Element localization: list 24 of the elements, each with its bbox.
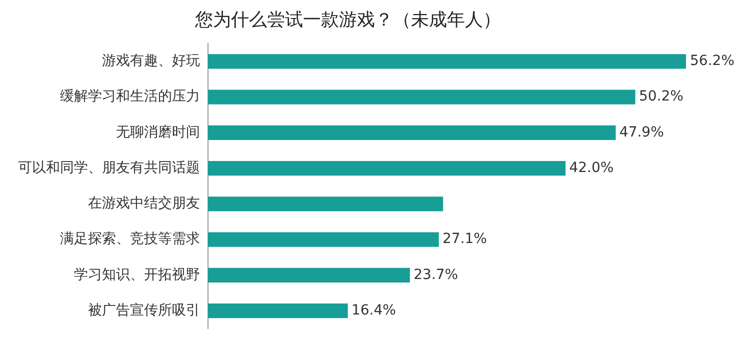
chart-title: 您为什么尝试一款游戏？（未成年人） (194, 9, 501, 30)
y-tick-label: 缓解学习和生活的压力 (60, 88, 200, 105)
bar (208, 268, 410, 282)
data-label: 47.9% (619, 124, 664, 140)
bar (208, 196, 444, 212)
y-tick-label: 学习知识、开拓视野 (74, 266, 200, 283)
bar (208, 54, 686, 69)
bar (208, 303, 348, 318)
data-label: 50.2% (638, 88, 684, 105)
data-label: 23.7% (414, 266, 458, 283)
data-label: 42.0% (569, 160, 614, 176)
bar (208, 232, 439, 247)
bar (208, 90, 636, 104)
data-label: 56.2% (690, 53, 734, 70)
y-tick-label: 游戏有趣、好玩 (102, 53, 200, 70)
bar (208, 125, 616, 140)
y-tick-label: 无聊消磨时间 (116, 124, 200, 140)
y-tick-label: 满足探索、竞技等需求 (60, 231, 200, 248)
bar (208, 160, 566, 176)
data-label: 16.4% (351, 302, 396, 318)
y-tick-label: 可以和同学、朋友有共同话题 (18, 160, 200, 176)
y-tick-label: 在游戏中结交朋友 (88, 196, 200, 212)
y-tick-label: 被广告宣传所吸引 (88, 302, 200, 318)
data-label: 27.1% (442, 231, 487, 248)
